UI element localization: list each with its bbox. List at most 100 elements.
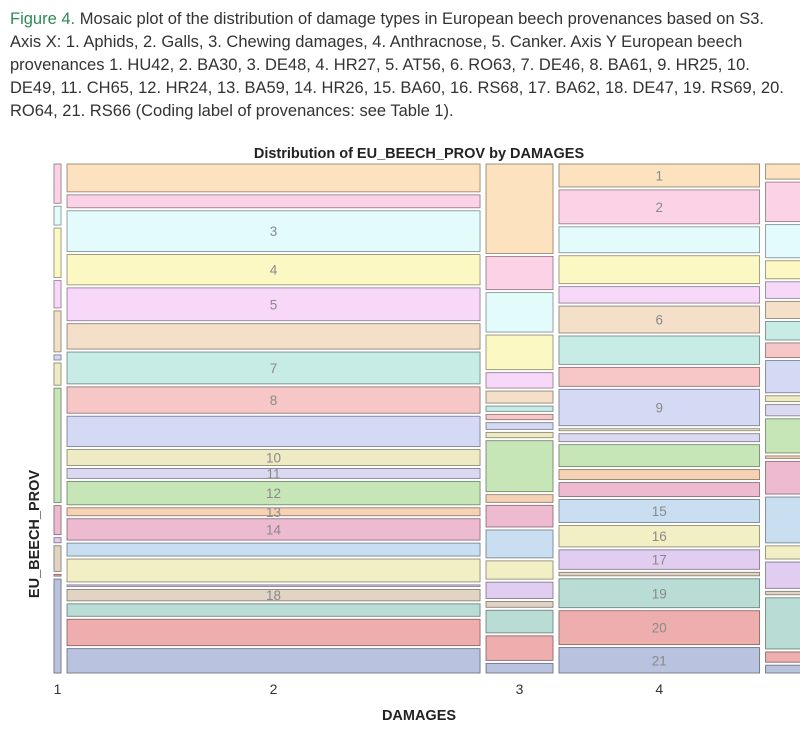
mosaic-cell-col5-prov1	[765, 163, 800, 180]
mosaic-cell-col2-prov21	[66, 648, 481, 674]
mosaic-cell-col3-prov6	[485, 390, 554, 404]
mosaic-cell-col3-prov4	[485, 334, 554, 371]
mosaic-cell-col4-prov5	[558, 286, 761, 304]
mosaic-cell-col5-prov21	[765, 664, 800, 674]
mosaic-cell-col4-prov6	[558, 305, 761, 334]
mosaic-cell-col5-prov13	[765, 455, 800, 459]
mosaic-cell-col1-prov4	[53, 227, 62, 279]
mosaic-cell-col2-prov3	[66, 210, 481, 252]
mosaic-cell-col1-prov3	[53, 205, 62, 226]
y-axis-label: EU_BEECH_PROV	[27, 470, 43, 598]
figure-caption: Figure 4. Mosaic plot of the distributio…	[10, 8, 790, 123]
cell-label-col4-prov15: 15	[652, 504, 667, 519]
mosaic-cell-col2-prov7	[66, 351, 481, 385]
mosaic-cell-col1-prov17	[53, 537, 62, 544]
mosaic-cell-col2-prov10	[66, 449, 481, 466]
mosaic-cell-col3-prov18	[485, 601, 554, 608]
mosaic-cell-col2-prov16	[66, 558, 481, 583]
mosaic-cell-col4-prov9	[558, 388, 761, 427]
mosaic-cell-col3-prov16	[485, 560, 554, 580]
cell-label-col4-prov2: 2	[656, 200, 664, 215]
cell-label-col2-prov12: 12	[266, 486, 281, 501]
cell-label-col2-prov4: 4	[270, 263, 278, 278]
mosaic-cell-col4-prov1	[558, 163, 761, 188]
mosaic-cell-col5-prov3	[765, 224, 800, 259]
mosaic-cell-col5-prov16	[765, 545, 800, 560]
mosaic-cell-col4-prov14	[558, 482, 761, 497]
mosaic-cell-col3-prov3	[485, 292, 554, 333]
cell-label-col4-prov20: 20	[652, 621, 667, 636]
mosaic-cell-col3-prov12	[485, 440, 554, 493]
mosaic-cell-col4-prov2	[558, 189, 761, 225]
mosaic-cell-col3-prov20	[485, 635, 554, 661]
mosaic-cell-col2-prov6	[66, 323, 481, 350]
mosaic-cell-col1-prov10	[53, 362, 62, 386]
x-axis-label: DAMAGES	[382, 708, 456, 724]
cell-label-col4-prov9: 9	[656, 401, 664, 416]
chart-title: Distribution of EU_BEECH_PROV by DAMAGES	[254, 146, 585, 162]
mosaic-cell-col3-prov5	[485, 372, 554, 389]
mosaic-cell-col2-prov19	[66, 603, 481, 617]
mosaic-cell-col4-prov16	[558, 524, 761, 548]
mosaic-cell-col3-prov9	[485, 422, 554, 430]
mosaic-cell-col1-prov20	[53, 573, 62, 577]
cell-label-col4-prov6: 6	[656, 313, 664, 328]
mosaic-cell-col4-prov21	[558, 647, 761, 674]
mosaic-cell-col3-prov1	[485, 163, 554, 254]
mosaic-cell-col1-prov18	[53, 545, 62, 572]
mosaic-cell-col4-prov19	[558, 578, 761, 609]
mosaic-cell-col3-prov13	[485, 494, 554, 503]
mosaic-cell-col2-prov9	[66, 415, 481, 448]
mosaic-cell-col3-prov21	[485, 662, 554, 674]
mosaic-cell-col4-prov15	[558, 499, 761, 523]
mosaic-cell-col3-prov17	[485, 581, 554, 599]
figure-label: Figure 4.	[10, 10, 76, 28]
mosaic-cell-col3-prov10	[485, 431, 554, 439]
mosaic-cell-col3-prov2	[485, 255, 554, 291]
mosaic-cell-col5-prov4	[765, 260, 800, 280]
x-tick-label-1: 1	[54, 681, 62, 697]
mosaic-cell-col4-prov8	[558, 366, 761, 387]
mosaic-cell-col2-prov18	[66, 588, 481, 602]
cell-label-col2-prov14: 14	[266, 522, 282, 537]
mosaic-cell-col5-prov5	[765, 281, 800, 299]
cell-label-col2-prov10: 10	[266, 451, 281, 466]
cell-label-col4-prov1: 1	[656, 168, 664, 183]
cell-label-col2-prov8: 8	[270, 393, 278, 408]
mosaic-cell-col5-prov9	[765, 360, 800, 394]
mosaic-cell-col3-prov14	[485, 504, 554, 528]
cell-label-col2-prov5: 5	[270, 297, 278, 312]
mosaic-cell-col4-prov20	[558, 610, 761, 646]
mosaic-cell-col4-prov3	[558, 226, 761, 254]
mosaic-cell-col4-prov18	[558, 571, 761, 577]
mosaic-cell-col4-prov17	[558, 549, 761, 570]
mosaic-cell-col5-prov15	[765, 496, 800, 544]
cell-label-col2-prov11: 11	[267, 466, 281, 481]
mosaic-cell-col5-prov11	[765, 404, 800, 417]
figure-caption-text: Mosaic plot of the distribution of damag…	[10, 10, 784, 120]
mosaic-cell-col2-prov1	[66, 163, 481, 193]
mosaic-cell-col5-prov12	[765, 418, 800, 454]
cell-label-col4-prov17: 17	[652, 553, 667, 568]
mosaic-cell-col2-prov14	[66, 518, 481, 541]
mosaic-cell-col5-prov17	[765, 561, 800, 589]
mosaic-cell-col3-prov7	[485, 405, 554, 412]
mosaic-cell-col2-prov12	[66, 480, 481, 506]
mosaic-cell-col4-prov4	[558, 255, 761, 285]
mosaic-cell-col3-prov8	[485, 413, 554, 421]
cell-label-col2-prov18: 18	[266, 588, 281, 603]
mosaic-cell-col5-prov6	[765, 300, 800, 319]
mosaic-cell-col4-prov11	[558, 433, 761, 443]
mosaic-cell-col5-prov14	[765, 460, 800, 495]
mosaic-cell-col5-prov18	[765, 590, 800, 596]
cell-label-col2-prov7: 7	[270, 361, 278, 376]
mosaic-chart: Distribution of EU_BEECH_PROV by DAMAGES…	[27, 146, 800, 724]
mosaic-cell-col3-prov15	[485, 529, 554, 559]
cell-label-col4-prov19: 19	[652, 586, 667, 601]
mosaic-cell-col2-prov5	[66, 287, 481, 322]
mosaic-cell-col4-prov10	[558, 428, 761, 432]
cell-label-col4-prov21: 21	[652, 653, 667, 668]
x-tick-label-4: 4	[655, 681, 663, 697]
mosaic-cell-col1-prov9	[53, 354, 62, 361]
mosaic-cell-col2-prov15	[66, 542, 481, 557]
